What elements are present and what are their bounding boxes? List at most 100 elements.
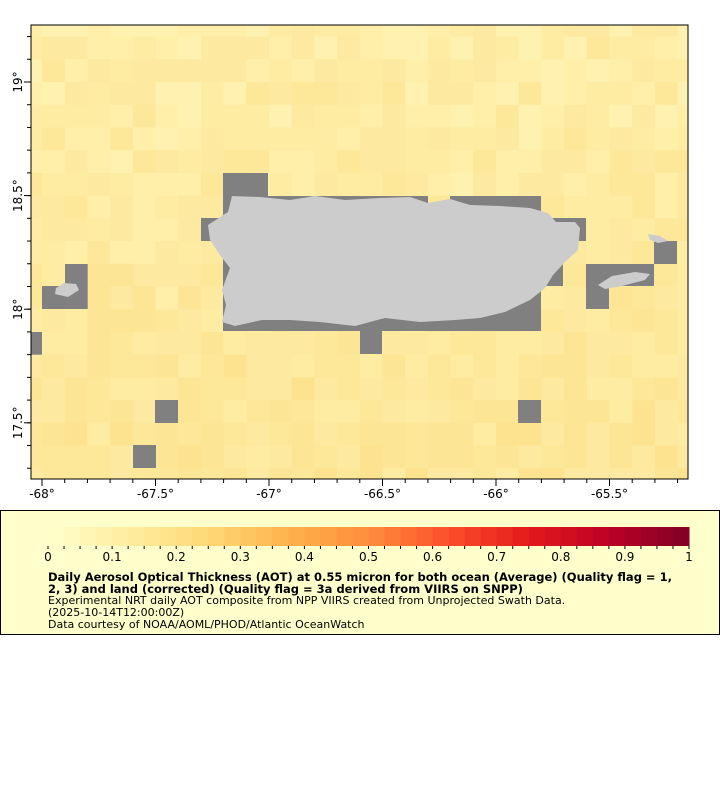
aot-cell (632, 445, 656, 469)
aot-cell (200, 25, 225, 38)
aot-cell (382, 468, 406, 480)
aot-cell (518, 127, 542, 151)
aot-cell (223, 82, 247, 106)
colorbar-tick-label: 0.7 (487, 550, 506, 564)
aot-cell (291, 400, 315, 424)
aot-cell (427, 377, 452, 401)
aot-cell (269, 172, 293, 197)
aot-cell (564, 195, 588, 219)
aot-cell (405, 400, 429, 424)
aot-cell (110, 354, 134, 378)
aot-cell (291, 354, 315, 378)
aot-cell (586, 82, 610, 106)
colorbar-segment (352, 527, 369, 546)
aot-cell (496, 59, 520, 83)
aot-cell (132, 59, 156, 83)
aot-cell (200, 263, 225, 287)
aot-cell (473, 127, 497, 151)
aot-cell (178, 331, 202, 356)
aot-cell (110, 172, 134, 197)
aot-cell (496, 150, 520, 174)
aot-cell (31, 150, 43, 174)
aot-cell (269, 104, 293, 128)
colorbar-segment (368, 527, 386, 546)
colorbar-segment (320, 527, 337, 546)
aot-cell (677, 36, 689, 60)
aot-cell (246, 354, 270, 378)
aot-cell (677, 263, 689, 287)
aot-cell (314, 36, 338, 60)
aot-cell (382, 354, 406, 378)
colorbar-segment (400, 527, 418, 546)
aot-cell (337, 150, 361, 174)
aot-cell (609, 104, 633, 128)
aot-cell (564, 286, 588, 310)
aot-cell (541, 445, 565, 469)
aot-cell (87, 377, 111, 401)
aot-cell (496, 25, 520, 38)
colorbar-segment (384, 527, 402, 546)
aot-cell (155, 377, 179, 401)
aot-cell (677, 422, 689, 447)
aot-cell (200, 400, 225, 424)
aot-cell (155, 150, 179, 174)
land-masses (55, 196, 668, 326)
aot-cell (64, 331, 88, 356)
aot-cell (496, 172, 520, 197)
aot-cell (427, 445, 452, 469)
aot-cell (64, 309, 88, 333)
aot-cell (473, 172, 497, 197)
aot-cell (450, 354, 474, 378)
aot-cell (155, 59, 179, 83)
aot-cell (496, 36, 520, 60)
aot-cell (359, 127, 383, 151)
aot-cell (246, 445, 270, 469)
aot-cell (427, 36, 452, 60)
aot-cell (132, 377, 156, 401)
aot-cell (654, 286, 679, 310)
aot-cell (246, 25, 270, 38)
colorbar-segment (64, 527, 81, 546)
aot-cell (178, 127, 202, 151)
aot-cell (110, 36, 134, 60)
aot-cell (496, 377, 520, 401)
aot-cell (314, 172, 338, 197)
aot-cell (632, 468, 656, 480)
aot-cell (291, 172, 315, 197)
aot-cell (132, 36, 156, 60)
aot-cell (110, 127, 134, 151)
aot-cell (291, 468, 315, 480)
aot-cell (269, 445, 293, 469)
aot-cell (337, 36, 361, 60)
aot-cell (382, 82, 406, 106)
aot-cell (31, 241, 43, 265)
aot-cell (155, 422, 179, 447)
aot-cell (314, 354, 338, 378)
aot-cell (132, 172, 156, 197)
aot-cell (677, 331, 689, 356)
aot-cell (632, 25, 656, 38)
aot-cell (427, 82, 452, 106)
colorbar-segment (272, 527, 289, 546)
aot-cell (31, 263, 43, 287)
aot-cell (223, 422, 247, 447)
colorbar-segment (144, 527, 161, 546)
y-tick-label: 17.5° (11, 406, 25, 439)
colorbar-segment (560, 527, 578, 546)
aot-cell (473, 468, 497, 480)
aot-cell (654, 354, 679, 378)
aot-cell (64, 36, 88, 60)
aot-cell (609, 422, 633, 447)
aot-cell (541, 150, 565, 174)
aot-cell (110, 263, 134, 287)
aot-cell (677, 286, 689, 310)
colorbar-segment (224, 527, 241, 546)
aot-cell (337, 82, 361, 106)
aot-cell (200, 309, 225, 333)
aot-cell (677, 195, 689, 219)
aot-cell (200, 36, 225, 60)
aot-cell (31, 445, 43, 469)
aot-cell (564, 36, 588, 60)
aot-cell (269, 127, 293, 151)
aot-cell (359, 82, 383, 106)
